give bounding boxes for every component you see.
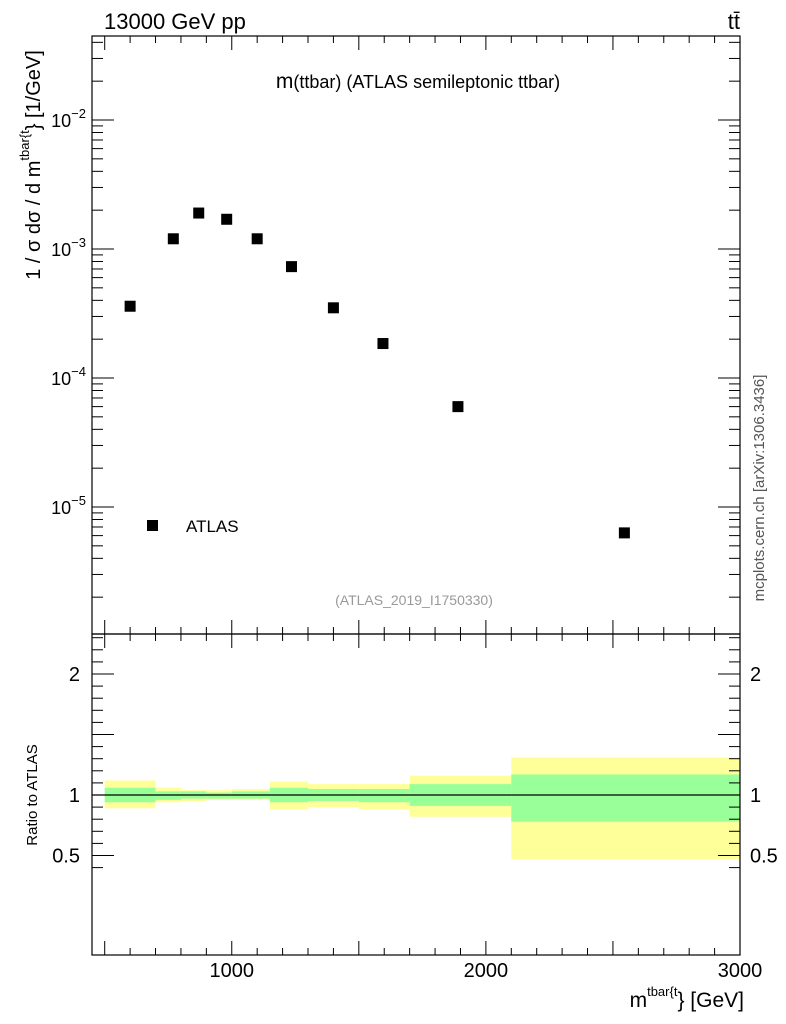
legend-label-atlas: ATLAS	[186, 517, 239, 536]
ratio-inner-band	[155, 791, 181, 800]
ratio-inner-band	[511, 774, 740, 822]
data-point	[377, 338, 389, 350]
main-ylabel-main: 1 / σ dσ / d m	[23, 161, 45, 280]
main-ytick-label-exp: −5	[71, 493, 86, 508]
main-ytick-label: 10−5	[51, 493, 86, 518]
main-title: m(ttbar) (ATLAS semileptonic ttbar)	[276, 70, 560, 93]
ratio-ytick-label: 2	[69, 664, 80, 686]
ratio-xlabel-tail: } [GeV]	[677, 989, 744, 1012]
main-ylabel-tail: } [1/GeV]	[23, 50, 45, 130]
data-point	[452, 401, 464, 413]
main-ytick-label: 10−2	[51, 106, 86, 131]
main-title-rest: (ttbar) (ATLAS semileptonic ttbar)	[293, 72, 560, 92]
main-plot-frame	[91, 35, 741, 635]
ratio-xtick-label: 2000	[464, 960, 509, 982]
main-ytick-label-base: 10	[51, 111, 71, 131]
data-point	[167, 233, 179, 245]
ratio-xlabel-sup: tbar{t	[647, 984, 678, 999]
main-ytick-label-exp: −4	[71, 364, 86, 379]
main-panel: 10−210−310−410−5 m(ttbar) (ATLAS semilep…	[17, 35, 741, 635]
main-ylabel-sup: tbar{t	[17, 130, 32, 161]
data-point	[618, 527, 630, 539]
main-ytick-label-exp: −3	[71, 235, 86, 250]
side-label: mcplots.cern.ch [arXiv:1306.3436]	[751, 375, 768, 602]
data-point	[285, 261, 297, 273]
main-ytick-label: 10−3	[51, 235, 86, 260]
main-ylabel: 1 / σ dσ / d mtbar{t} [1/GeV]	[17, 50, 45, 280]
data-point	[251, 233, 263, 245]
main-annotation: (ATLAS_2019_I1750330)	[335, 592, 493, 608]
data-point	[124, 300, 136, 312]
ratio-ytick-label: 0.5	[52, 846, 80, 868]
ratio-inner-band	[206, 792, 232, 799]
header-right: tt̄	[728, 9, 740, 34]
ratio-ytick-label-right: 0.5	[750, 846, 778, 868]
main-ytick-label-base: 10	[51, 369, 71, 389]
ratio-ytick-label-right: 1	[750, 785, 761, 807]
main-ytick-label-base: 10	[51, 498, 71, 518]
main-title-m: m	[276, 70, 294, 93]
ratio-ytick-label-right: 2	[750, 664, 761, 686]
data-point	[221, 213, 233, 225]
header-left: 13000 GeV pp	[104, 9, 246, 34]
ratio-xtick-label: 3000	[718, 960, 763, 982]
ratio-xlabel: mtbar{t} [GeV]	[630, 984, 744, 1012]
ratio-inner-band	[358, 788, 410, 803]
ratio-ytick-label: 1	[69, 785, 80, 807]
main-ytick-label-base: 10	[51, 240, 71, 260]
ratio-xtick-label: 1000	[210, 960, 255, 982]
ratio-xlabel-main: m	[630, 989, 648, 1012]
main-ytick-label: 10−4	[51, 364, 86, 389]
ratio-panel: 2 2 1 1 0.5 0.5 1000 2000 3000 Ratio to ATLAS m…	[24, 633, 778, 1012]
main-ytick-label-exp: −2	[71, 106, 86, 121]
data-point	[327, 302, 339, 314]
data-point	[193, 207, 205, 219]
legend-marker-atlas	[147, 520, 158, 531]
ratio-ylabel: Ratio to ATLAS	[24, 744, 41, 845]
